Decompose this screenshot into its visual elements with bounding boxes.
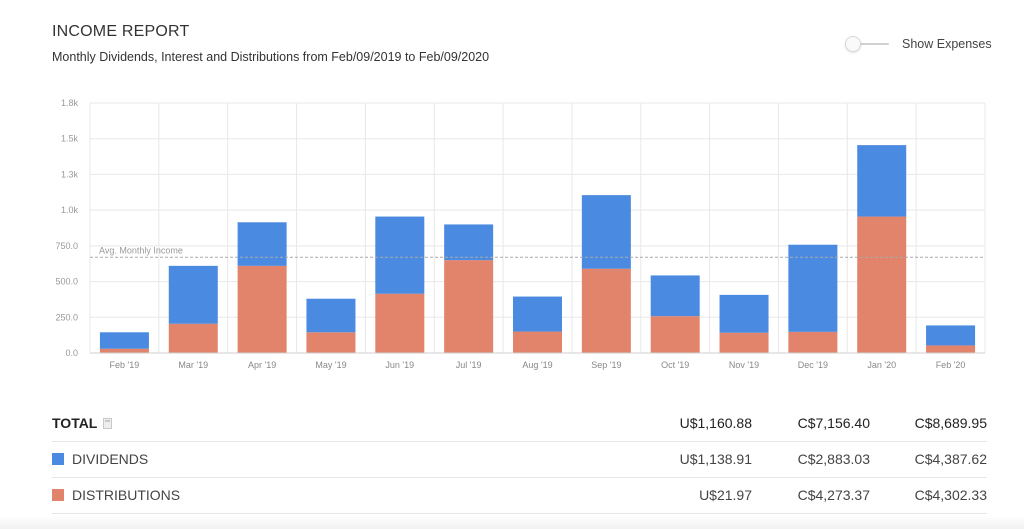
x-tick-label: Jul '19 bbox=[456, 360, 482, 370]
x-tick-label: Nov '19 bbox=[729, 360, 759, 370]
total-usd: U$1,160.88 bbox=[679, 415, 752, 431]
calculator-icon[interactable] bbox=[103, 417, 113, 429]
income-chart-svg: 0.0 250.0 500.0 750.0 1.0k 1.3k 1.5k 1.8k Feb '1… bbox=[55, 98, 986, 370]
x-tick-label: Mar '19 bbox=[178, 360, 208, 370]
bar-distributions bbox=[719, 332, 769, 353]
dividends-label: DIVIDENDS bbox=[72, 451, 149, 467]
distributions-label-wrap: DISTRIBUTIONS bbox=[52, 487, 180, 503]
dividends-cad: C$2,883.03 bbox=[797, 451, 870, 467]
x-tick-label: Feb '19 bbox=[110, 360, 140, 370]
x-tick-label: May '19 bbox=[315, 360, 346, 370]
bar-dividends bbox=[99, 332, 149, 349]
total-label: TOTAL bbox=[52, 415, 98, 431]
distributions-usd: U$21.97 bbox=[699, 487, 752, 503]
bar-distributions bbox=[581, 268, 631, 353]
bar-distributions bbox=[788, 331, 838, 353]
distributions-label: DISTRIBUTIONS bbox=[72, 487, 181, 503]
toggle-knob[interactable] bbox=[845, 36, 861, 52]
bar-dividends bbox=[513, 296, 562, 332]
bar-dividends bbox=[168, 265, 218, 324]
bar-distributions bbox=[650, 316, 700, 353]
bar-distributions bbox=[168, 323, 218, 353]
x-tick-label: Aug '19 bbox=[522, 360, 552, 370]
bar-dividends bbox=[444, 224, 494, 261]
bar-dividends bbox=[650, 275, 700, 317]
y-tick-label: 250.0 bbox=[55, 312, 78, 322]
bar-dividends bbox=[788, 244, 838, 332]
dividends-combined: C$4,387.62 bbox=[914, 451, 987, 467]
bottom-edge bbox=[0, 516, 1024, 529]
x-tick-label: Feb '20 bbox=[936, 360, 966, 370]
income-chart: 0.0 250.0 500.0 750.0 1.0k 1.3k 1.5k 1.8k Feb '1… bbox=[55, 98, 986, 370]
x-tick-label: Sep '19 bbox=[591, 360, 621, 370]
distributions-swatch bbox=[52, 489, 64, 501]
x-tick-label: Apr '19 bbox=[248, 360, 276, 370]
bar-dividends bbox=[857, 145, 907, 217]
distributions-row[interactable]: DISTRIBUTIONS U$21.97 C$4,273.37 C$4,302… bbox=[52, 478, 987, 514]
bar-distributions bbox=[306, 332, 356, 353]
total-cad: C$7,156.40 bbox=[797, 415, 870, 431]
x-tick-label: Jan '20 bbox=[867, 360, 896, 370]
total-combined: C$8,689.95 bbox=[914, 415, 987, 431]
dividends-row[interactable]: DIVIDENDS U$1,138.91 C$2,883.03 C$4,387.… bbox=[52, 442, 987, 478]
x-tick-label: Jun '19 bbox=[385, 360, 414, 370]
y-tick-label: 0.0 bbox=[65, 348, 78, 358]
show-expenses-label[interactable]: Show Expenses bbox=[902, 37, 992, 51]
x-tick-label: Dec '19 bbox=[798, 360, 828, 370]
y-tick-label: 750.0 bbox=[55, 241, 78, 251]
report-title: INCOME REPORT bbox=[52, 23, 190, 40]
bar-dividends bbox=[581, 195, 631, 269]
bar-dividends bbox=[375, 216, 425, 294]
bar-distributions bbox=[857, 216, 907, 353]
bar-distributions bbox=[513, 331, 562, 353]
y-tick-label: 1.0k bbox=[61, 205, 79, 215]
bar-dividends bbox=[719, 294, 769, 333]
bar-distributions bbox=[926, 345, 976, 353]
report-subtitle: Monthly Dividends, Interest and Distribu… bbox=[52, 50, 490, 64]
distributions-combined: C$4,302.33 bbox=[914, 487, 987, 503]
dividends-usd: U$1,138.91 bbox=[679, 451, 752, 467]
y-tick-label: 500.0 bbox=[55, 277, 78, 287]
toggle-track bbox=[853, 43, 889, 45]
income-summary-table: TOTAL U$1,160.88 C$7,156.40 C$8,689.95 D… bbox=[52, 406, 987, 514]
bar-distributions bbox=[99, 348, 149, 353]
total-row: TOTAL U$1,160.88 C$7,156.40 C$8,689.95 bbox=[52, 406, 987, 442]
bar-dividends bbox=[926, 325, 976, 346]
y-tick-label: 1.8k bbox=[61, 98, 79, 108]
bar-dividends bbox=[306, 298, 356, 333]
bar-dividends bbox=[237, 222, 287, 266]
bar-distributions bbox=[237, 265, 287, 353]
x-tick-label: Oct '19 bbox=[661, 360, 689, 370]
total-label-wrap: TOTAL bbox=[52, 415, 113, 431]
bar-distributions bbox=[444, 260, 494, 353]
show-expenses-toggle[interactable] bbox=[845, 36, 891, 52]
dividends-label-wrap: DIVIDENDS bbox=[52, 451, 148, 467]
avg-monthly-income-label: Avg. Monthly Income bbox=[99, 245, 183, 255]
bar-distributions bbox=[375, 293, 425, 353]
distributions-cad: C$4,273.37 bbox=[797, 487, 870, 503]
y-tick-label: 1.5k bbox=[61, 134, 79, 144]
dividends-swatch bbox=[52, 453, 64, 465]
y-tick-label: 1.3k bbox=[61, 169, 79, 179]
